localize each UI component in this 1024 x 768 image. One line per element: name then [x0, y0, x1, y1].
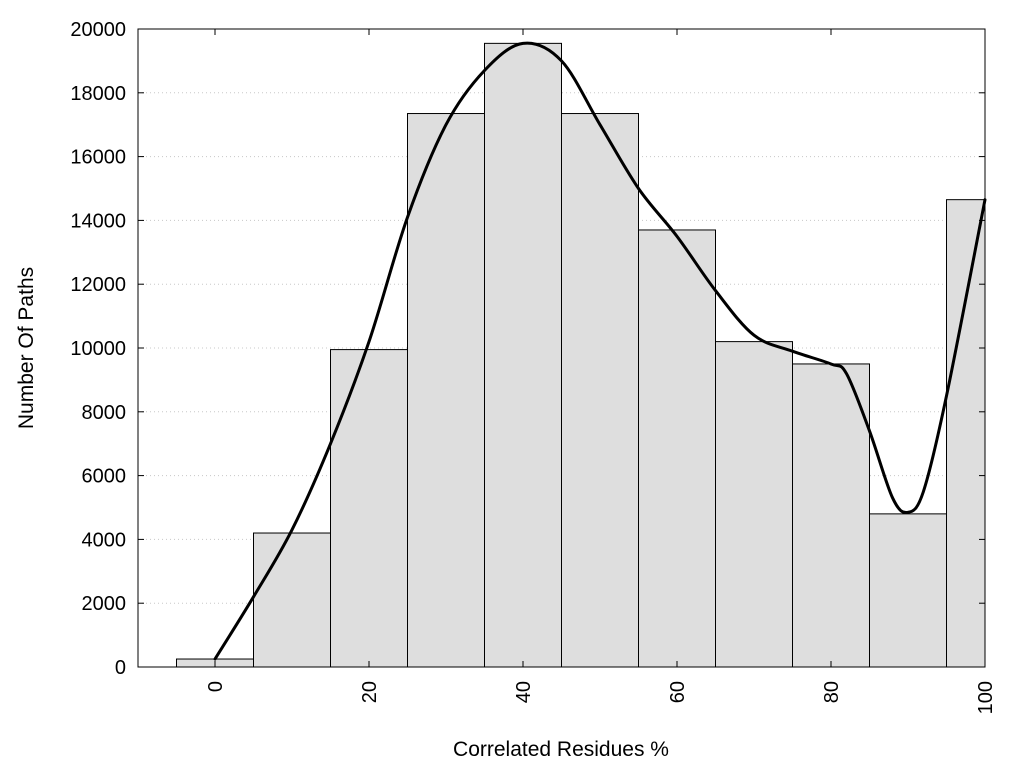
y-tick-label: 18000: [70, 83, 126, 105]
bar-60: [638, 229, 716, 668]
bar-30: [407, 113, 485, 668]
y-tick-label: 0: [115, 657, 126, 679]
y-tick-label: 10000: [70, 338, 126, 360]
y-tick-label: 14000: [70, 210, 126, 232]
bar-40: [484, 42, 562, 668]
y-tick-label: 12000: [70, 274, 126, 296]
x-tick-label: 0: [205, 681, 227, 692]
x-axis-ticks: 0 20 40 60 80 100: [205, 29, 997, 714]
smooth-curve-line: [213, 41, 987, 661]
y-axis-ticks: 0 2000 4000 6000 8000 10000 12000 14000 16000 180…: [70, 19, 985, 679]
y-tick-label: 4000: [82, 529, 127, 551]
bars: [176, 42, 986, 668]
smooth-curve: [213, 41, 987, 661]
bar-50: [561, 113, 639, 668]
y-tick-label: 16000: [70, 147, 126, 169]
bar-90: [869, 513, 947, 668]
y-tick-label: 2000: [82, 593, 127, 615]
bar-100: [946, 199, 986, 668]
y-tick-label: 20000: [70, 19, 126, 41]
bar-10: [253, 532, 331, 668]
x-axis-title: Correlated Residues %: [453, 738, 669, 761]
x-tick-label: 100: [975, 681, 997, 714]
bar-80: [792, 363, 870, 668]
x-tick-label: 20: [359, 681, 381, 703]
bar-20: [330, 349, 408, 668]
x-tick-label: 60: [667, 681, 689, 703]
x-tick-label: 80: [821, 681, 843, 703]
bar-70: [715, 341, 793, 668]
y-tick-label: 8000: [82, 402, 127, 424]
y-axis-title: Number Of Paths: [15, 267, 38, 429]
y-tick-label: 6000: [82, 466, 127, 488]
x-tick-label: 40: [513, 681, 535, 703]
